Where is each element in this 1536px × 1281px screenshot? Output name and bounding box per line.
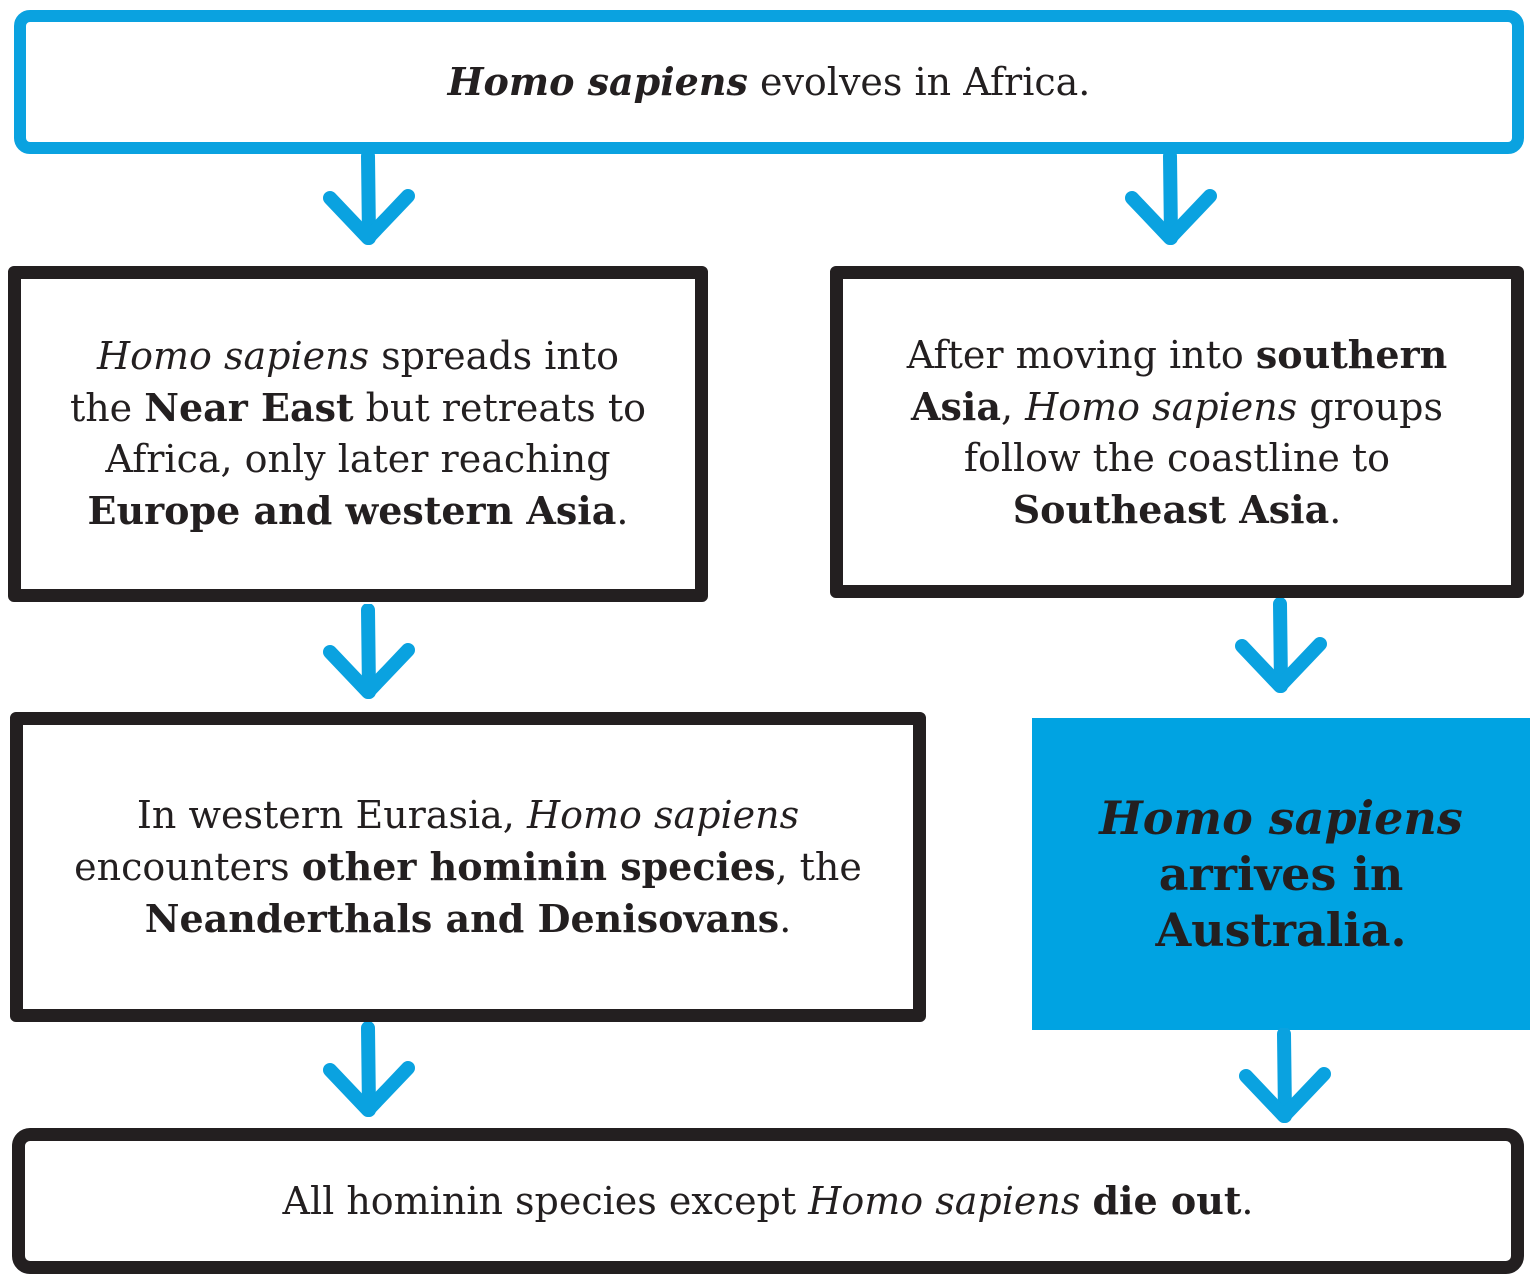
node-other-hominin-species: In western Eurasia, Homo sapiens encount…: [10, 712, 926, 1022]
species-name: Homo sapiens: [1025, 384, 1298, 429]
text-run: .: [1329, 487, 1342, 532]
arrow-down-icon: [1239, 1028, 1331, 1123]
text-run: In western Eurasia,: [136, 792, 527, 837]
text-run: ,: [1000, 384, 1026, 429]
node-text: Homo sapiens spreads into the Near East …: [68, 331, 648, 537]
text-run: , the: [775, 844, 862, 889]
arrow-down-icon: [323, 150, 415, 245]
text-run: .: [1241, 1179, 1254, 1223]
highlight-southeast-asia: Southeast Asia: [1012, 486, 1330, 532]
text-run: evolves in Africa.: [747, 60, 1091, 104]
species-name: Homo sapiens: [808, 1179, 1081, 1223]
hero-line: Homo sapiens: [1099, 791, 1463, 845]
text-run: [1080, 1179, 1092, 1223]
node-evolves-in-africa: Homo sapiens evolves in Africa.: [14, 10, 1524, 154]
arrow-down-icon: [323, 1022, 415, 1117]
species-name: Homo sapiens: [96, 334, 370, 378]
hero-line: Australia.: [1155, 903, 1407, 957]
arrow-down-icon: [1235, 598, 1327, 693]
node-text: In western Eurasia, Homo sapiens encount…: [58, 790, 878, 945]
text-run: After moving into: [906, 332, 1256, 377]
text-run: encounters: [74, 844, 302, 889]
text-run: .: [779, 896, 792, 941]
hero-line: arrives in: [1158, 847, 1404, 901]
arrow-down-icon: [323, 604, 415, 699]
species-name: Homo sapiens: [447, 59, 748, 104]
node-hominins-die-out: All hominin species except Homo sapiens …: [12, 1128, 1524, 1274]
text-run: .: [616, 489, 629, 533]
species-name: Homo sapiens: [526, 792, 800, 837]
highlight-europe-western-asia: Europe and western Asia: [87, 488, 617, 533]
highlight-near-east: Near East: [144, 385, 354, 430]
text-run: spreads into the: [69, 334, 619, 430]
arrow-down-icon: [1125, 150, 1217, 245]
node-near-east-europe: Homo sapiens spreads into the Near East …: [8, 266, 708, 602]
text-run: but retreats to Africa, only later reach…: [105, 386, 647, 481]
node-text: After moving into southern Asia, Homo sa…: [882, 329, 1472, 536]
text-run: groups follow the coastline to: [963, 384, 1443, 480]
node-text: Homo sapiens evolves in Africa.: [448, 56, 1091, 108]
text-run: All hominin species except: [282, 1179, 809, 1223]
node-southern-asia-coastline: After moving into southern Asia, Homo sa…: [830, 266, 1524, 598]
highlight-die-out: die out: [1092, 1178, 1242, 1223]
node-arrives-in-australia: Homo sapiens arrives in Australia.: [1032, 718, 1530, 1030]
highlight-southern-asia: southern Asia: [911, 331, 1448, 429]
highlight-neanderthals-denisovans: Neanderthals and Denisovans: [144, 895, 780, 941]
node-text: All hominin species except Homo sapiens …: [283, 1175, 1254, 1227]
node-text: Homo sapiens arrives in Australia.: [1099, 790, 1462, 958]
highlight-other-hominin-species: other hominin species: [301, 843, 776, 889]
